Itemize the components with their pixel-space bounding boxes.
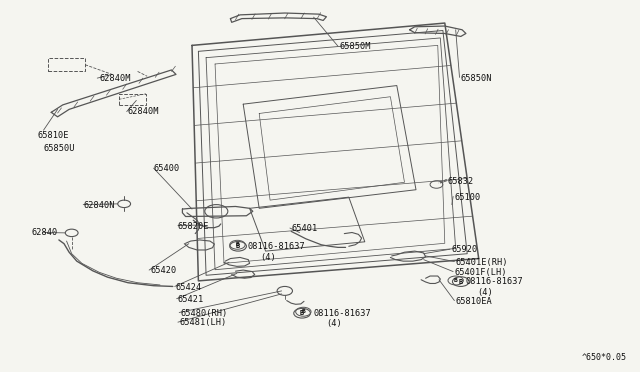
Text: 65481(LH): 65481(LH) <box>179 318 227 327</box>
Text: B: B <box>236 243 240 249</box>
Text: 65401: 65401 <box>291 224 317 233</box>
Text: 65832: 65832 <box>448 177 474 186</box>
Text: 62840: 62840 <box>32 228 58 237</box>
Text: 65424: 65424 <box>176 283 202 292</box>
Text: 08116-81637: 08116-81637 <box>466 278 524 286</box>
Text: 65401E(RH): 65401E(RH) <box>456 258 508 267</box>
Text: 65850U: 65850U <box>44 144 75 153</box>
Text: 08116-81637: 08116-81637 <box>248 242 305 251</box>
Text: 65420: 65420 <box>150 266 177 275</box>
Text: 65850M: 65850M <box>339 42 371 51</box>
Text: B: B <box>301 309 305 314</box>
Text: 62840N: 62840N <box>83 201 115 210</box>
Text: B: B <box>459 279 463 285</box>
Text: 65421: 65421 <box>178 295 204 304</box>
Text: B: B <box>236 242 239 247</box>
Text: 08116-81637: 08116-81637 <box>314 309 371 318</box>
Text: 65850N: 65850N <box>461 74 492 83</box>
Text: (4): (4) <box>260 253 276 262</box>
Text: 62840M: 62840M <box>128 107 159 116</box>
Text: B: B <box>454 278 458 283</box>
Text: (4): (4) <box>477 288 493 296</box>
Text: 65100: 65100 <box>454 193 481 202</box>
Text: 62840M: 62840M <box>99 74 131 83</box>
Text: (4): (4) <box>326 319 342 328</box>
Text: 65400: 65400 <box>154 164 180 173</box>
Text: B: B <box>300 310 304 316</box>
Text: 65820E: 65820E <box>178 222 209 231</box>
Text: 65480(RH): 65480(RH) <box>180 309 228 318</box>
Text: ^650*0.05: ^650*0.05 <box>582 353 627 362</box>
Text: 65920: 65920 <box>451 246 477 254</box>
Text: 65810E: 65810E <box>37 131 68 140</box>
Text: 65401F(LH): 65401F(LH) <box>454 268 507 277</box>
Text: 65810EA: 65810EA <box>456 297 492 306</box>
